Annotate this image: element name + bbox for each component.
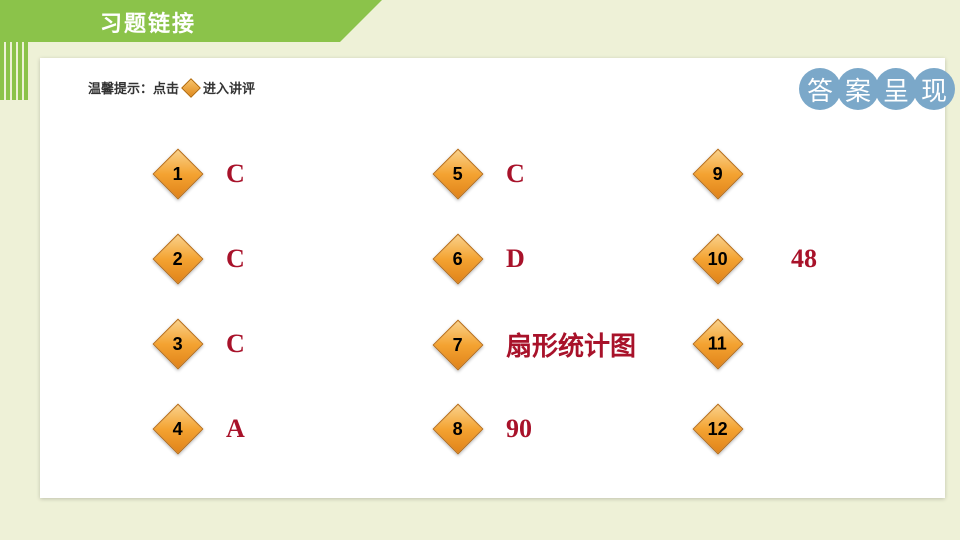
question-item[interactable]: 10 48 [700,241,817,277]
answer-text: 扇形统计图 [506,326,636,363]
hint-text: 温馨提示：点击 进入讲评 [88,78,255,97]
number-diamond[interactable]: 3 [153,319,204,370]
content-panel: 温馨提示：点击 进入讲评 答 案 呈 现 1C2C3C4A5C6D7扇形统计图8… [40,58,945,498]
question-number: 7 [453,334,463,355]
question-item[interactable]: 2C [160,241,245,277]
hint-suffix: 进入讲评 [203,78,255,97]
question-item[interactable]: 1C [160,156,245,192]
question-number: 4 [173,418,183,439]
question-number: 3 [173,333,183,354]
hint-prefix: 温馨提示：点击 [88,78,179,97]
number-diamond[interactable]: 12 [693,404,744,455]
number-diamond[interactable]: 7 [433,319,484,370]
number-diamond[interactable]: 4 [153,404,204,455]
answer-text: 90 [506,414,532,444]
question-item[interactable]: 12 [700,411,736,447]
answer-badge: 答 案 呈 现 [803,68,955,110]
answer-text: D [506,244,525,274]
badge-char: 呈 [875,68,917,110]
number-diamond[interactable]: 10 [693,234,744,285]
number-diamond[interactable]: 6 [433,234,484,285]
answer-text: A [226,414,245,444]
question-number: 6 [453,248,463,269]
question-number: 2 [173,248,183,269]
number-diamond[interactable]: 2 [153,234,204,285]
number-diamond[interactable]: 11 [693,319,744,370]
items-grid: 1C2C3C4A5C6D7扇形统计图890910481112 [120,146,905,478]
badge-char: 答 [799,68,841,110]
question-number: 12 [708,419,728,440]
number-diamond[interactable]: 8 [433,404,484,455]
question-number: 10 [708,249,728,270]
number-diamond[interactable]: 5 [433,149,484,200]
badge-char: 案 [837,68,879,110]
question-item[interactable]: 6D [440,241,525,277]
question-number: 9 [713,163,723,184]
number-diamond[interactable]: 9 [693,149,744,200]
question-item[interactable]: 5C [440,156,525,192]
answer-text: C [226,159,245,189]
answer-text: C [506,159,525,189]
question-item[interactable]: 9 [700,156,736,192]
question-number: 11 [708,334,727,355]
badge-char: 现 [913,68,955,110]
question-number: 5 [453,163,463,184]
question-item[interactable]: 3C [160,326,245,362]
page-title: 习题链接 [100,6,196,38]
question-item[interactable]: 4A [160,411,245,447]
question-item[interactable]: 8 90 [440,411,532,447]
answer-text: 48 [791,244,817,274]
number-diamond[interactable]: 1 [153,149,204,200]
question-item[interactable]: 7 扇形统计图 [440,326,636,363]
question-item[interactable]: 11 [700,326,736,362]
question-number: 1 [173,163,183,184]
diamond-icon [181,78,201,98]
question-number: 8 [453,418,463,439]
answer-text: C [226,329,245,359]
answer-text: C [226,244,245,274]
